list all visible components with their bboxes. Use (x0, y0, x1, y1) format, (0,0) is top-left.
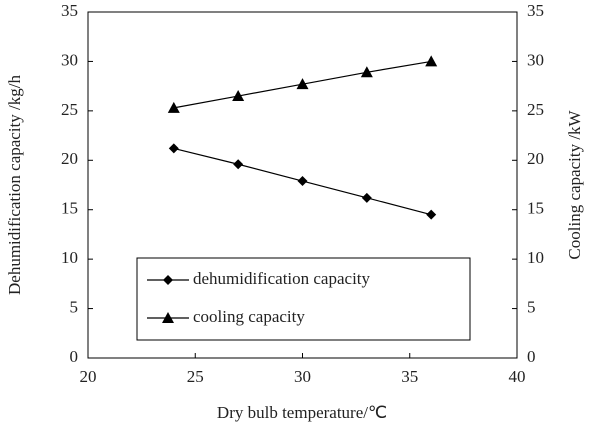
data-point (425, 55, 438, 67)
data-point (167, 101, 180, 113)
y-tick-label: 15 (61, 199, 78, 218)
data-point (361, 192, 372, 203)
y2-tick-label: 35 (527, 1, 544, 20)
y-tick-label: 35 (61, 1, 78, 20)
y-tick-label: 25 (61, 100, 78, 119)
data-point (233, 159, 244, 170)
x-tick-label: 40 (509, 367, 526, 386)
x-tick-label: 25 (187, 367, 204, 386)
legend-marker (163, 275, 173, 285)
y2-tick-label: 15 (527, 199, 544, 218)
y2-tick-label: 5 (527, 297, 536, 316)
y-axis-label: Dehumidification capacity /kg/h (5, 75, 24, 295)
data-point (168, 143, 179, 154)
y2-tick-label: 25 (527, 100, 544, 119)
y2-tick-label: 10 (527, 248, 544, 267)
y-tick-label: 20 (61, 149, 78, 168)
y-tick-label: 5 (70, 297, 79, 316)
y2-axis-label: Cooling capacity /kW (565, 109, 584, 259)
legend-box (136, 257, 471, 341)
y2-tick-label: 20 (527, 149, 544, 168)
legend-marker (162, 312, 174, 323)
data-point (297, 176, 308, 187)
x-tick-label: 30 (294, 367, 311, 386)
legend-label: dehumidification capacity (193, 269, 371, 288)
y2-tick-label: 30 (527, 50, 544, 69)
x-tick-label: 35 (401, 367, 418, 386)
data-point (360, 66, 373, 78)
data-point (296, 78, 309, 90)
legend-label: cooling capacity (193, 307, 305, 326)
y-tick-label: 10 (61, 248, 78, 267)
data-point (232, 90, 245, 102)
y-tick-label: 0 (70, 347, 79, 366)
x-axis-label: Dry bulb temperature/℃ (217, 403, 387, 422)
x-tick-label: 20 (80, 367, 97, 386)
y2-tick-label: 0 (527, 347, 536, 366)
data-point (426, 209, 437, 220)
y-tick-label: 30 (61, 50, 78, 69)
